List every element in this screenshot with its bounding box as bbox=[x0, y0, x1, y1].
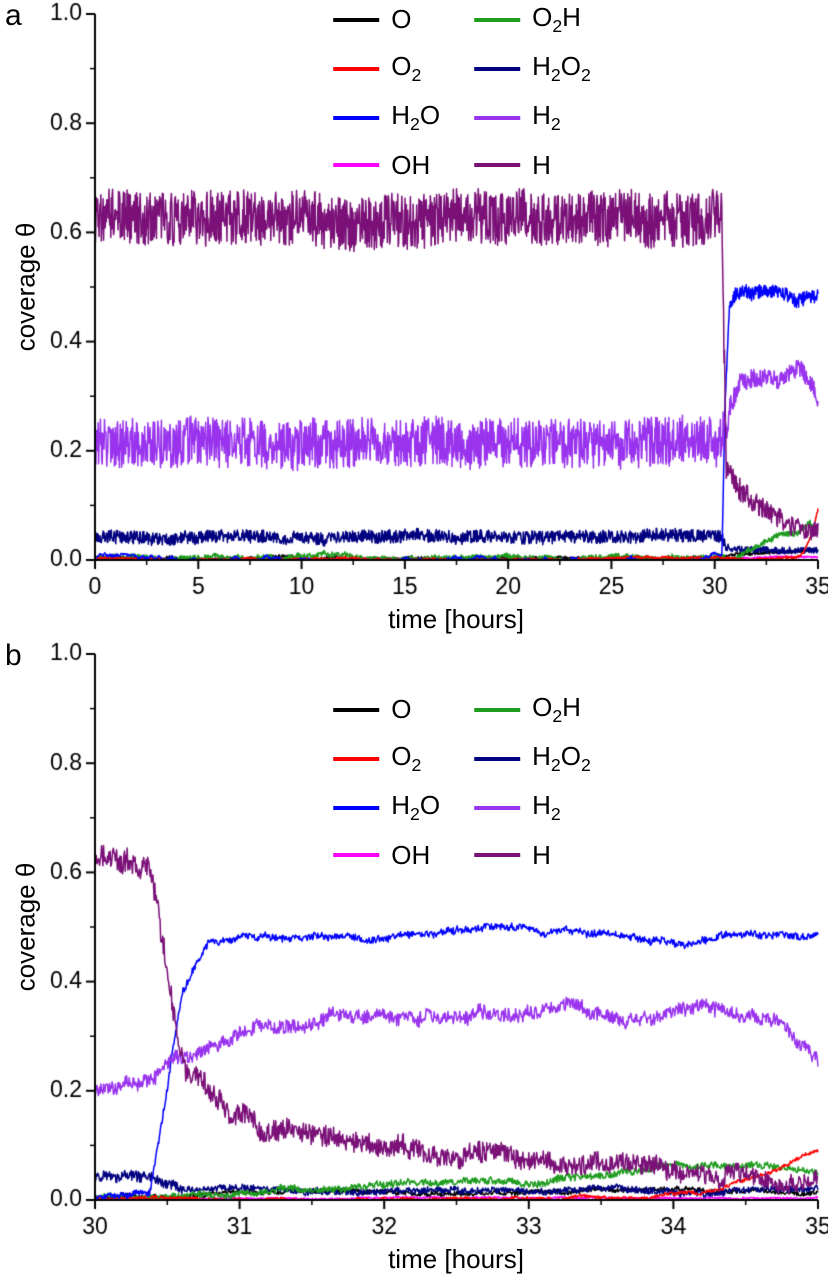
legend-label-H2O: H2O bbox=[391, 790, 441, 825]
x-axis-label-b: time [hours] bbox=[388, 1244, 524, 1274]
legend-line-O2 bbox=[333, 66, 380, 71]
legend-item-OH: OH bbox=[333, 150, 440, 181]
legend-line-H2O bbox=[333, 115, 380, 120]
legend-label-O2: O2 bbox=[391, 741, 422, 776]
legend-line-H2 bbox=[474, 115, 521, 120]
legend-line-O bbox=[333, 707, 380, 712]
legend-label-H2: H2 bbox=[532, 790, 561, 825]
legend-label-H2O2: H2O2 bbox=[532, 51, 591, 86]
legend-line-O2H bbox=[474, 17, 521, 22]
legend-label-O2H: O2H bbox=[532, 692, 581, 727]
legend-label-H: H bbox=[532, 839, 551, 870]
panel-label-b: b bbox=[5, 640, 22, 672]
legend-line-H bbox=[474, 163, 521, 168]
legend-line-H2 bbox=[474, 805, 521, 810]
x-axis-label-a: time [hours] bbox=[388, 604, 524, 634]
legend-label-OH: OH bbox=[391, 149, 431, 180]
legend-item-O2: O2 bbox=[333, 741, 440, 776]
legend-label-O2: O2 bbox=[391, 51, 422, 86]
legend-item-O: O bbox=[333, 692, 440, 727]
y-axis-label-b: coverage θ bbox=[10, 862, 41, 992]
panel-label-a: a bbox=[5, 0, 22, 32]
panel-a: a coverage θ O O2H O2 H2O2 H2O H2 OH H time [ho… bbox=[0, 0, 828, 640]
legend-line-O2H bbox=[474, 707, 521, 712]
legend-label-O2H: O2H bbox=[532, 2, 581, 37]
legend-item-H: H bbox=[474, 840, 591, 871]
legend-item-H2: H2 bbox=[474, 790, 591, 825]
legend-item-H2O2: H2O2 bbox=[474, 741, 591, 776]
y-axis-label-a: coverage θ bbox=[10, 222, 41, 352]
legend-item-O: O bbox=[333, 2, 440, 37]
legend-item-O2: O2 bbox=[333, 51, 440, 86]
panel-b-plot-canvas bbox=[0, 640, 828, 1280]
panel-b: b coverage θ O O2H O2 H2O2 H2O H2 OH H time [ho… bbox=[0, 640, 828, 1280]
legend-line-OH bbox=[333, 853, 380, 858]
legend-item-H2O: H2O bbox=[333, 100, 440, 135]
legend-label-H2O2: H2O2 bbox=[532, 741, 591, 776]
legend-label-O: O bbox=[391, 694, 412, 725]
legend-label-OH: OH bbox=[391, 839, 431, 870]
legend-line-H2O bbox=[333, 805, 380, 810]
legend-item-H: H bbox=[474, 150, 591, 181]
legend-label-H2O: H2O bbox=[391, 100, 441, 135]
legend-line-OH bbox=[333, 163, 380, 168]
legend-item-H2O2: H2O2 bbox=[474, 51, 591, 86]
legend-item-H2O: H2O bbox=[333, 790, 440, 825]
panel-a-plot-canvas bbox=[0, 0, 828, 640]
legend-label-H2: H2 bbox=[532, 100, 561, 135]
legend-line-H bbox=[474, 853, 521, 858]
legend-line-H2O2 bbox=[474, 756, 521, 761]
legend-item-O2H: O2H bbox=[474, 2, 591, 37]
legend-item-O2H: O2H bbox=[474, 692, 591, 727]
legend-item-OH: OH bbox=[333, 840, 440, 871]
legend-item-H2: H2 bbox=[474, 100, 591, 135]
legend-line-O2 bbox=[333, 756, 380, 761]
legend-label-H: H bbox=[532, 149, 551, 180]
legend-line-O bbox=[333, 17, 380, 22]
legend-b: O O2H O2 H2O2 H2O H2 OH H bbox=[333, 692, 591, 871]
legend-line-H2O2 bbox=[474, 66, 521, 71]
legend-label-O: O bbox=[391, 4, 412, 35]
legend-a: O O2H O2 H2O2 H2O H2 OH H bbox=[333, 2, 591, 181]
